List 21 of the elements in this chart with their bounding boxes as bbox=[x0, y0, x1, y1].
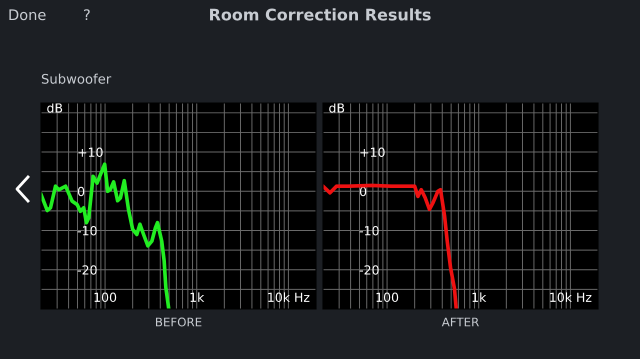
chart-subtitle: Subwoofer bbox=[42, 74, 112, 84]
x-axis-title: AFTER bbox=[442, 318, 479, 326]
y-tick-label: -10 bbox=[78, 226, 97, 236]
y-tick-label: -20 bbox=[78, 265, 97, 275]
y-tick-label: +10 bbox=[78, 148, 103, 157]
y-axis-title: dB bbox=[329, 103, 344, 113]
y-tick-label: +10 bbox=[360, 148, 385, 157]
x-tick-label: 10k Hz bbox=[550, 292, 592, 302]
text: Done bbox=[9, 9, 46, 20]
y-tick-label: -20 bbox=[360, 265, 379, 275]
x-tick-label: 1k bbox=[472, 292, 486, 302]
x-tick-label: 100 bbox=[94, 292, 116, 302]
y-axis-title: dB bbox=[47, 103, 62, 113]
y-tick-label: -10 bbox=[360, 226, 379, 236]
text: ? bbox=[84, 9, 90, 20]
chart-title: Room Correction Results bbox=[210, 8, 431, 21]
y-tick-label: 0 bbox=[78, 186, 84, 196]
x-tick-label: 100 bbox=[376, 292, 398, 302]
x-tick-label: 1k bbox=[190, 292, 204, 302]
x-axis-title: BEFORE bbox=[156, 318, 202, 326]
x-tick-label: 10k Hz bbox=[268, 292, 310, 302]
